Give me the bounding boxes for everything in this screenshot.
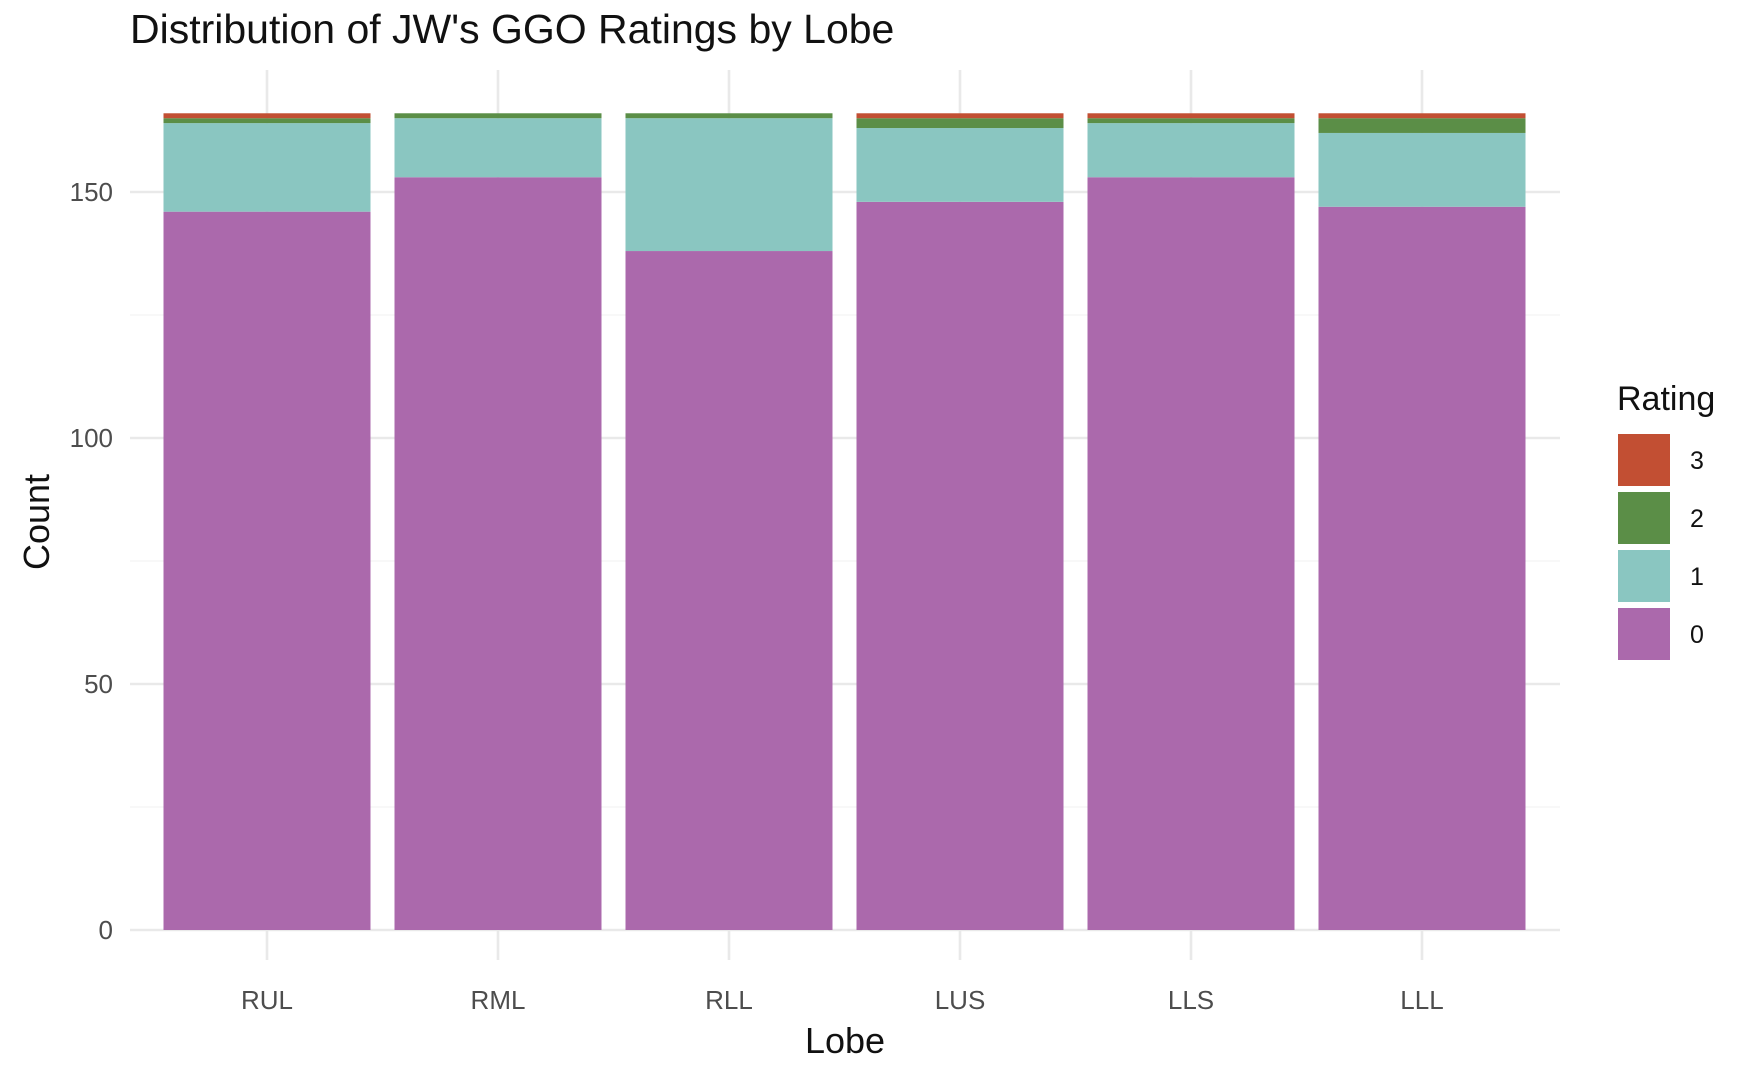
bar-segment-lll-rating-3 xyxy=(1318,113,1526,119)
bar-segment-lll-rating-0 xyxy=(1318,206,1526,930)
x-tick-label: RML xyxy=(471,985,526,1015)
bars-layer xyxy=(163,113,1526,931)
bar-segment-lll-rating-2 xyxy=(1318,118,1526,133)
legend: Rating 3 2 1 0 xyxy=(1617,380,1715,660)
bar-segment-rll-rating-1 xyxy=(625,118,833,252)
legend-key-1 xyxy=(1618,550,1670,602)
legend-title: Rating xyxy=(1617,380,1715,418)
bar-segment-rll-rating-2 xyxy=(625,113,833,119)
bar-segment-rml-rating-0 xyxy=(394,177,602,931)
bar-segment-rul-rating-3 xyxy=(163,113,371,119)
bar-segment-lus-rating-1 xyxy=(856,128,1064,202)
x-tick-labels: RUL RML RLL LUS LLS LLL xyxy=(241,985,1444,1015)
x-tick-label: RUL xyxy=(241,985,293,1015)
legend-key-3 xyxy=(1618,434,1670,486)
x-tick-label: LUS xyxy=(935,985,986,1015)
bar-segment-rul-rating-0 xyxy=(163,211,371,930)
bar-segment-lll-rating-1 xyxy=(1318,132,1526,207)
legend-label: 1 xyxy=(1690,563,1704,591)
bar-segment-lls-rating-0 xyxy=(1087,177,1295,931)
x-tick-label: RLL xyxy=(705,985,753,1015)
legend-label: 3 xyxy=(1690,447,1704,475)
chart-title: Distribution of JW's GGO Ratings by Lobe xyxy=(130,6,894,52)
x-tick-label: LLS xyxy=(1168,985,1214,1015)
y-axis-title: Count xyxy=(16,474,57,570)
legend-items: 3 2 1 0 xyxy=(1618,434,1704,660)
bar-segment-lls-rating-2 xyxy=(1087,118,1295,124)
legend-key-0 xyxy=(1618,608,1670,660)
bar-segment-lus-rating-0 xyxy=(856,201,1064,931)
legend-label: 0 xyxy=(1690,621,1704,649)
bar-segment-lus-rating-3 xyxy=(856,113,1064,119)
bar-segment-rul-rating-1 xyxy=(163,123,371,212)
y-tick-label: 0 xyxy=(99,915,113,945)
bar-segment-rml-rating-1 xyxy=(394,118,602,178)
bar-segment-lls-rating-3 xyxy=(1087,113,1295,119)
y-tick-labels: 0 50 100 150 xyxy=(70,177,113,945)
legend-label: 2 xyxy=(1690,505,1704,533)
bar-segment-rul-rating-2 xyxy=(163,118,371,124)
bar-segment-lus-rating-2 xyxy=(856,118,1064,129)
x-tick-label: LLL xyxy=(1400,985,1443,1015)
y-tick-label: 100 xyxy=(70,423,113,453)
y-tick-label: 150 xyxy=(70,177,113,207)
y-tick-label: 50 xyxy=(84,669,113,699)
bar-segment-lls-rating-1 xyxy=(1087,123,1295,178)
bar-segment-rml-rating-2 xyxy=(394,113,602,119)
bar-segment-rll-rating-0 xyxy=(625,251,833,931)
legend-key-2 xyxy=(1618,492,1670,544)
x-axis-title: Lobe xyxy=(805,1020,885,1061)
